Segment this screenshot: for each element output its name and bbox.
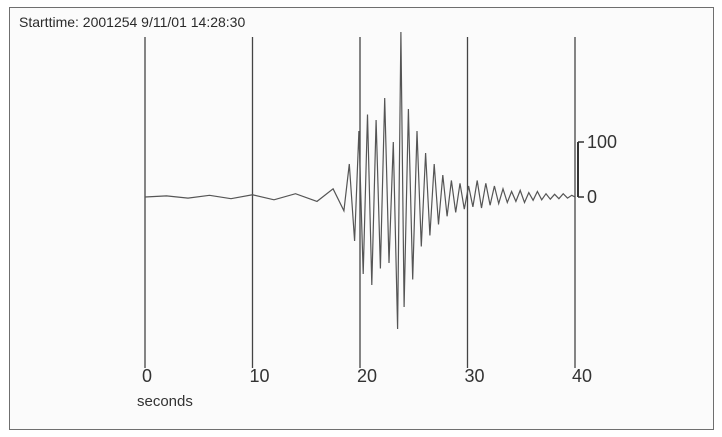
x-tick-label-40: 40 [572,366,592,386]
x-axis-unit-label: seconds [137,393,193,410]
x-tick-label-30: 30 [465,366,485,386]
amplitude-scale-bar: 0 100 [577,132,617,207]
chart-title: Starttime: 2001254 9/11/01 14:28:30 [19,14,246,30]
vertical-gridlines [144,37,576,368]
seismic-trace-line [144,31,576,330]
x-axis-tick-labels: 0 10 20 30 40 [142,366,592,386]
x-tick-label-10: 10 [250,366,270,386]
scale-label-100: 100 [587,132,617,152]
x-tick-label-0: 0 [142,366,152,386]
x-tick-label-20: 20 [357,366,377,386]
scale-label-0: 0 [587,187,597,207]
